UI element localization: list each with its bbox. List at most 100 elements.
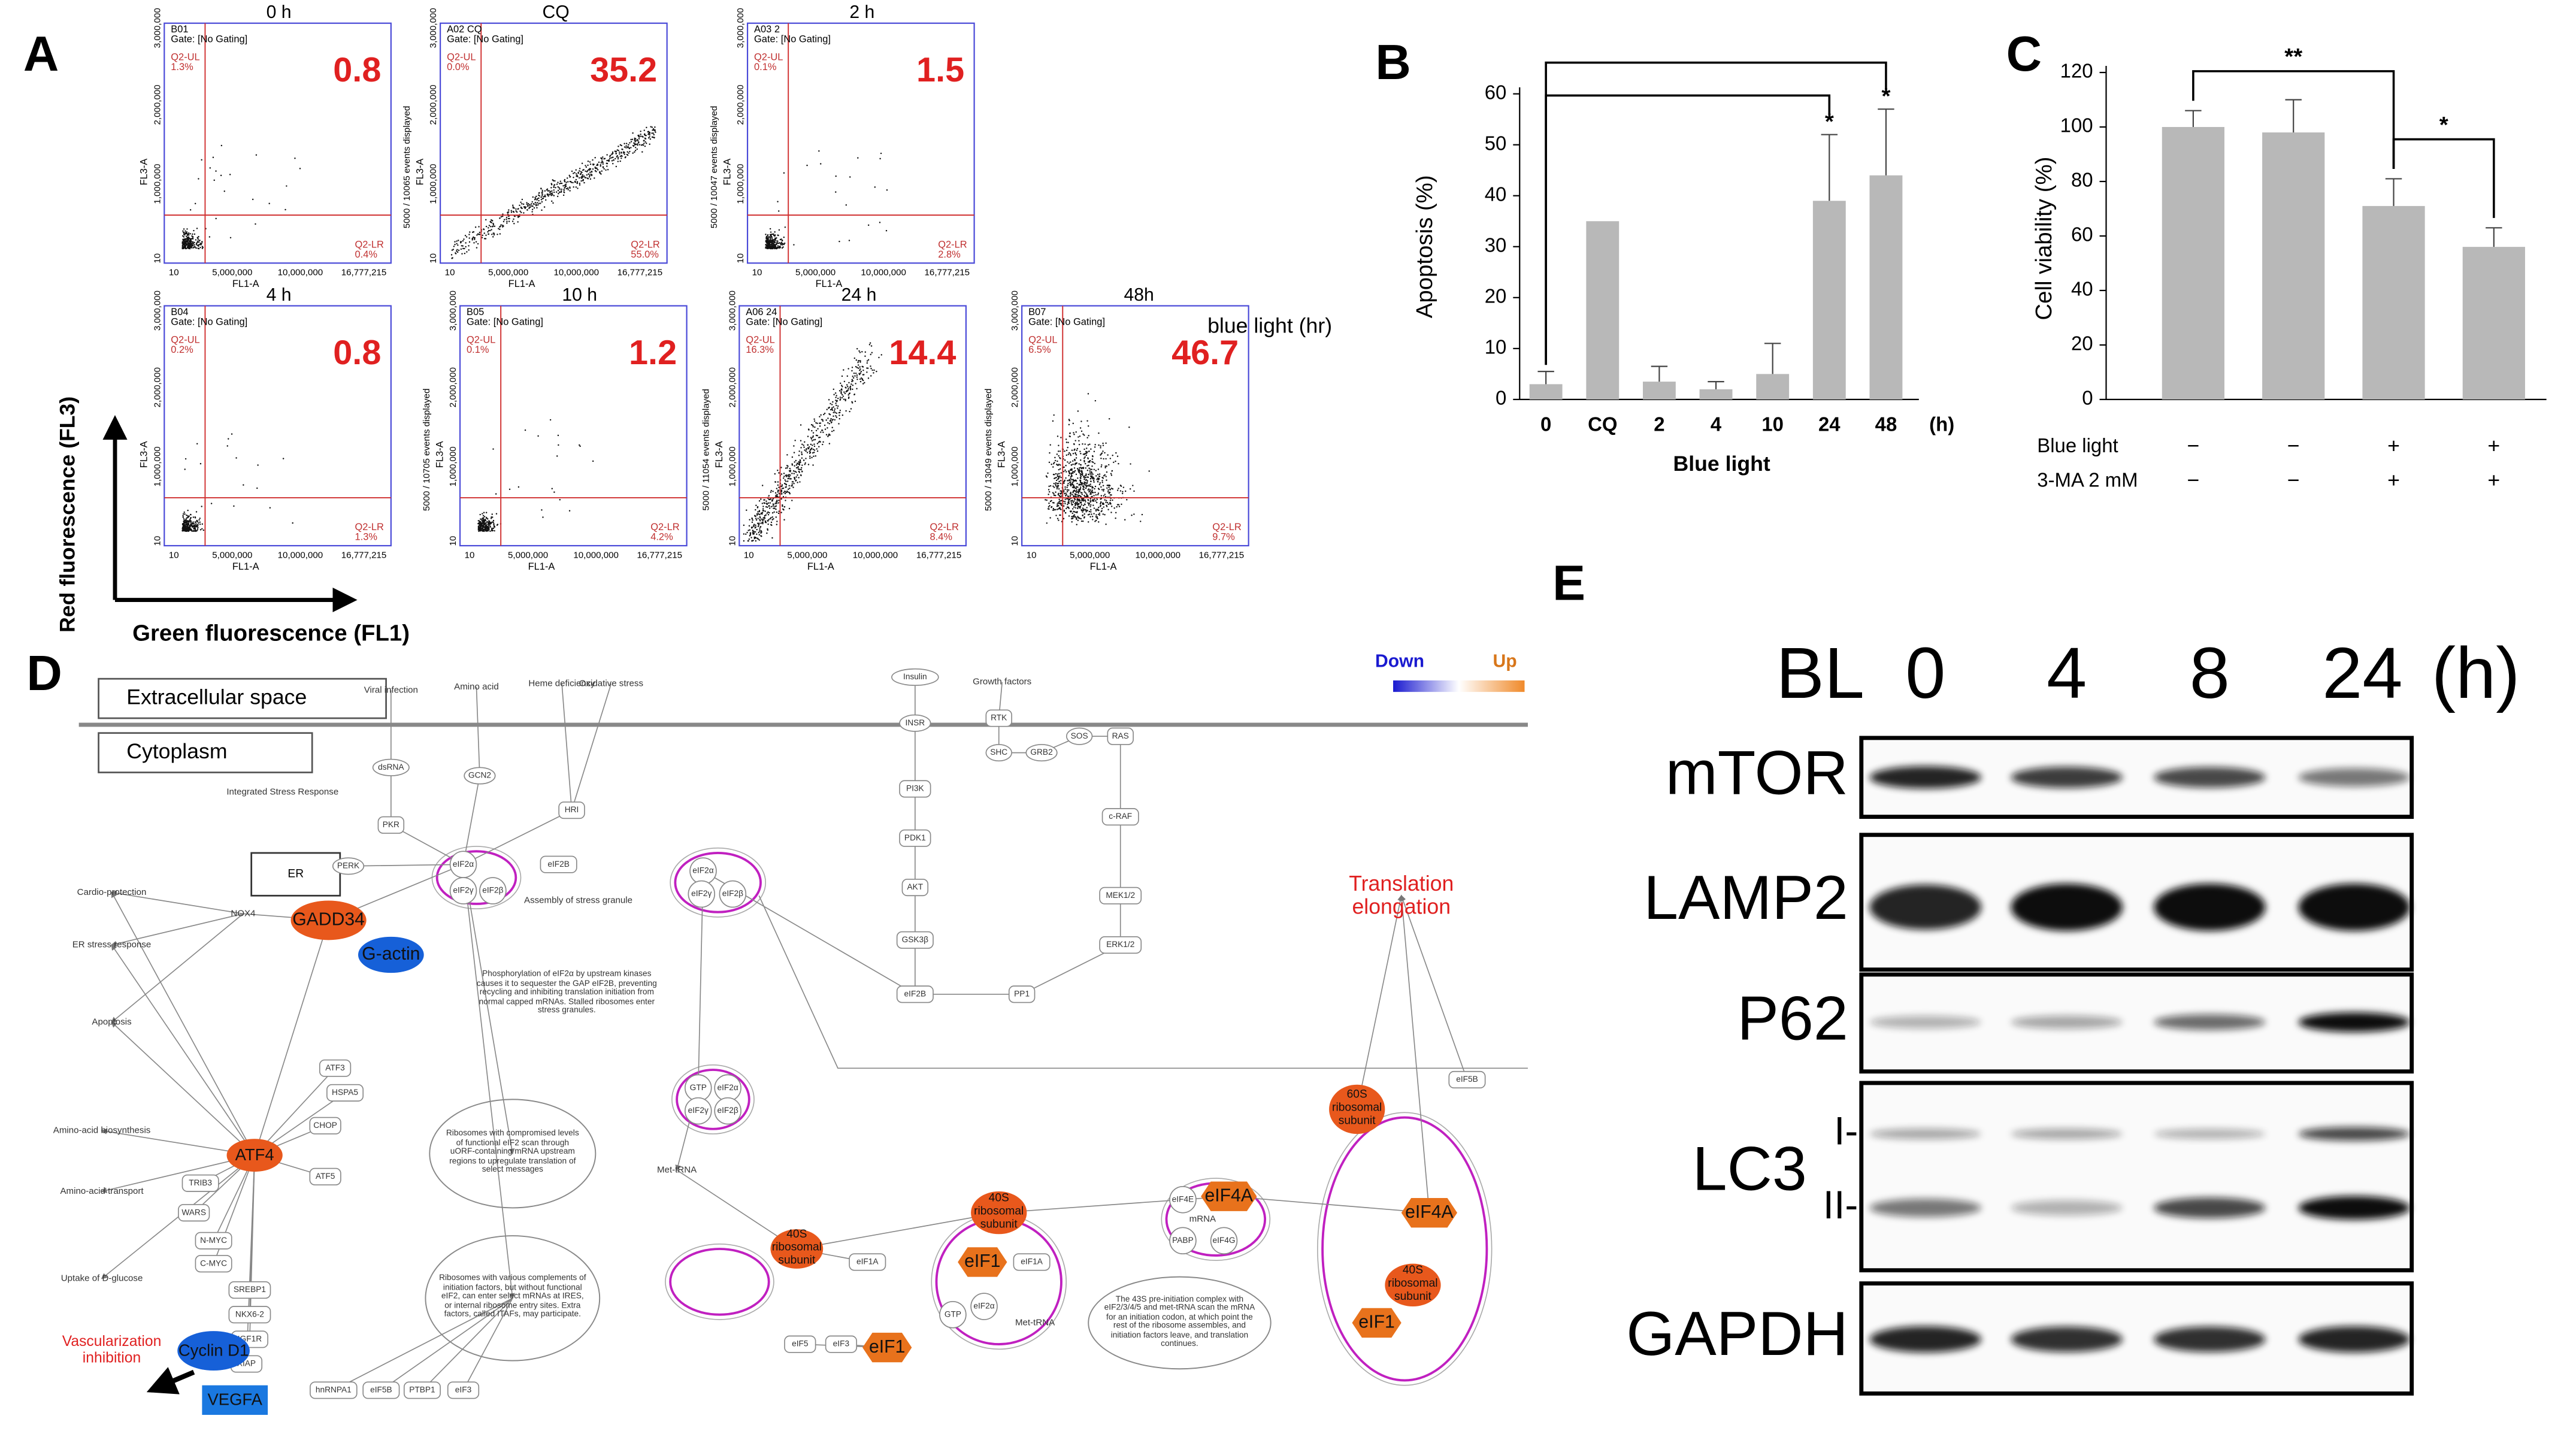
- dot: [1065, 441, 1068, 443]
- dot: [457, 244, 459, 246]
- dot: [1093, 478, 1095, 480]
- dot: [810, 448, 812, 450]
- dot: [1086, 493, 1088, 495]
- dot: [783, 236, 785, 238]
- dot: [189, 241, 191, 243]
- dot: [549, 192, 551, 193]
- dot: [789, 474, 791, 476]
- pathway-annotation-box: Vascularization inhibition: [62, 1333, 162, 1365]
- protein-label: GAPDH: [1626, 1299, 1848, 1369]
- dot: [583, 181, 585, 184]
- dot: [1070, 454, 1072, 456]
- dot: [186, 514, 187, 516]
- dot: [485, 238, 487, 240]
- dot: [1118, 488, 1119, 489]
- dot: [809, 450, 810, 452]
- dot: [187, 516, 189, 518]
- dot: [1069, 453, 1071, 455]
- pathway-node: [479, 877, 507, 904]
- dot: [776, 501, 778, 503]
- well-label: B01: [171, 24, 188, 35]
- dot: [611, 160, 613, 162]
- dot: [1096, 479, 1098, 480]
- dot: [839, 415, 840, 416]
- dot: [650, 126, 652, 128]
- dot: [1079, 495, 1080, 497]
- bar: [1756, 374, 1790, 400]
- dot: [792, 486, 794, 488]
- dot: [199, 529, 202, 531]
- pathway-edge: [797, 1211, 1000, 1250]
- dot: [1076, 447, 1079, 450]
- dot: [1058, 503, 1060, 504]
- dot: [1104, 494, 1106, 495]
- dot: [827, 435, 829, 437]
- dot: [540, 199, 543, 201]
- plot-frame: [459, 305, 688, 547]
- dot: [773, 511, 775, 513]
- dot: [1084, 462, 1086, 465]
- dot: [1095, 509, 1097, 510]
- quadrant-name: Q2-LR: [355, 522, 384, 533]
- dot: [1093, 495, 1095, 497]
- dot: [1090, 473, 1092, 476]
- dot: [797, 468, 800, 470]
- pathway-node: [1065, 727, 1093, 745]
- dot: [1094, 485, 1097, 488]
- dot: [864, 351, 867, 353]
- dot: [190, 528, 192, 530]
- pathway-label: ATF3: [325, 1063, 345, 1072]
- dots: [181, 144, 301, 250]
- dot: [590, 173, 592, 176]
- dot: [486, 521, 488, 522]
- dot: [1105, 458, 1107, 460]
- dot: [1087, 458, 1089, 459]
- dot: [852, 388, 853, 391]
- dot: [816, 422, 818, 425]
- dot: [861, 351, 863, 353]
- dot: [1067, 485, 1068, 486]
- pathway-label-box: GADD34: [292, 910, 365, 930]
- dot: [654, 129, 656, 131]
- dot: [1087, 393, 1089, 395]
- dot: [613, 159, 615, 161]
- dot: [1101, 489, 1103, 491]
- dot: [565, 187, 568, 190]
- pathway-label: Amino-acid transport: [60, 1186, 144, 1196]
- dot: [617, 146, 619, 147]
- dot: [589, 161, 591, 163]
- pathway-note: The 43S pre-initiation complex with eIF2…: [1104, 1294, 1255, 1350]
- quadrant-name: Q2-UL: [746, 334, 774, 345]
- dot: [491, 222, 492, 223]
- dot: [1083, 448, 1085, 450]
- dot: [493, 234, 495, 236]
- dot: [1140, 521, 1142, 522]
- dot: [268, 202, 270, 204]
- dot: [779, 246, 782, 248]
- quadrant-pct: 8.4%: [930, 532, 953, 543]
- dot: [1071, 468, 1073, 470]
- dot: [751, 521, 753, 524]
- dot: [557, 186, 559, 188]
- pathway-edge: [1228, 1196, 1431, 1215]
- dot: [1105, 523, 1107, 525]
- dot: [190, 520, 192, 522]
- dot: [1072, 422, 1074, 425]
- dot: [758, 500, 761, 502]
- dot: [1058, 492, 1060, 495]
- dot: [1053, 486, 1055, 488]
- dot: [1108, 486, 1110, 488]
- dot: [749, 519, 750, 521]
- x-tick-label: 16,777,215: [617, 268, 662, 278]
- complex-ring: [671, 1064, 755, 1135]
- dot: [828, 399, 830, 401]
- pathway-label: ATF5: [316, 1172, 335, 1181]
- dot: [787, 491, 789, 493]
- dot: [575, 186, 577, 188]
- dot: [758, 539, 761, 541]
- dot: [519, 216, 520, 217]
- dot: [760, 530, 762, 532]
- dot: [1118, 504, 1120, 506]
- dot: [515, 208, 517, 210]
- pathway-label: MEK1/2: [1106, 891, 1135, 900]
